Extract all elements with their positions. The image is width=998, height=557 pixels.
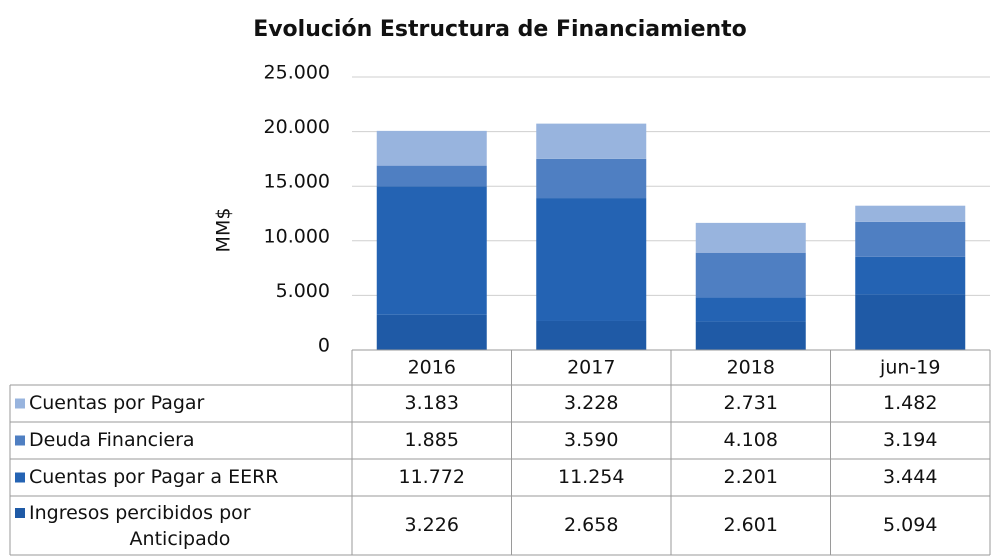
table-value: 2.658	[564, 514, 618, 536]
bar-segment	[536, 320, 647, 350]
bar-segment	[855, 294, 966, 350]
bar-segment	[695, 297, 806, 322]
table-value: 2.731	[724, 392, 778, 414]
bar-segment	[376, 165, 487, 187]
table-value: 3.590	[564, 429, 618, 451]
table-value: 4.108	[724, 429, 778, 451]
table-value: 3.226	[405, 514, 459, 536]
bar-segment	[855, 256, 966, 295]
bar-segment	[376, 130, 487, 166]
y-tick-label: 25.000	[264, 62, 330, 84]
x-tick-label: jun-19	[879, 357, 940, 379]
legend-label: Cuentas por Pagar	[29, 392, 205, 414]
legend-label: Cuentas por Pagar a EERR	[29, 466, 279, 488]
table-value: 3.228	[564, 392, 618, 414]
bar-segment	[695, 321, 806, 350]
bar-segment	[536, 198, 647, 321]
table-value: 5.094	[883, 514, 937, 536]
legend-swatch	[15, 398, 25, 409]
table-value: 11.254	[558, 466, 624, 488]
y-tick-label: 15.000	[264, 171, 330, 193]
chart-title: Evolución Estructura de Financiamiento	[253, 17, 747, 42]
y-tick-label: 5.000	[276, 280, 330, 302]
bar-segment	[855, 221, 966, 257]
table-value: 11.772	[399, 466, 465, 488]
table-value: 1.482	[883, 392, 937, 414]
bar-segment	[536, 158, 647, 199]
y-axis-label: MM$	[213, 208, 235, 253]
bar-segment	[695, 252, 806, 298]
legend-swatch	[15, 435, 25, 446]
bar-segment	[536, 123, 647, 159]
table-value: 1.885	[405, 429, 459, 451]
bar-segment	[376, 314, 487, 350]
y-tick-label: 0	[318, 335, 330, 357]
x-tick-label: 2018	[727, 357, 775, 379]
legend-label: Ingresos percibidos por Anticipado	[29, 502, 251, 550]
table-value: 3.444	[883, 466, 937, 488]
legend-swatch	[15, 508, 25, 518]
legend-swatch	[15, 472, 25, 483]
legend-label: Deuda Financiera	[29, 429, 195, 451]
bar-segment	[695, 222, 806, 253]
table-value: 3.183	[405, 392, 459, 414]
bar-segment	[376, 186, 487, 315]
bar-segment	[855, 205, 966, 222]
table-value: 2.601	[724, 514, 778, 536]
x-tick-label: 2017	[567, 357, 615, 379]
table-value: 2.201	[724, 466, 778, 488]
table-value: 3.194	[883, 429, 937, 451]
x-tick-label: 2016	[408, 357, 456, 379]
y-tick-label: 20.000	[264, 116, 330, 138]
y-tick-label: 10.000	[264, 225, 330, 247]
